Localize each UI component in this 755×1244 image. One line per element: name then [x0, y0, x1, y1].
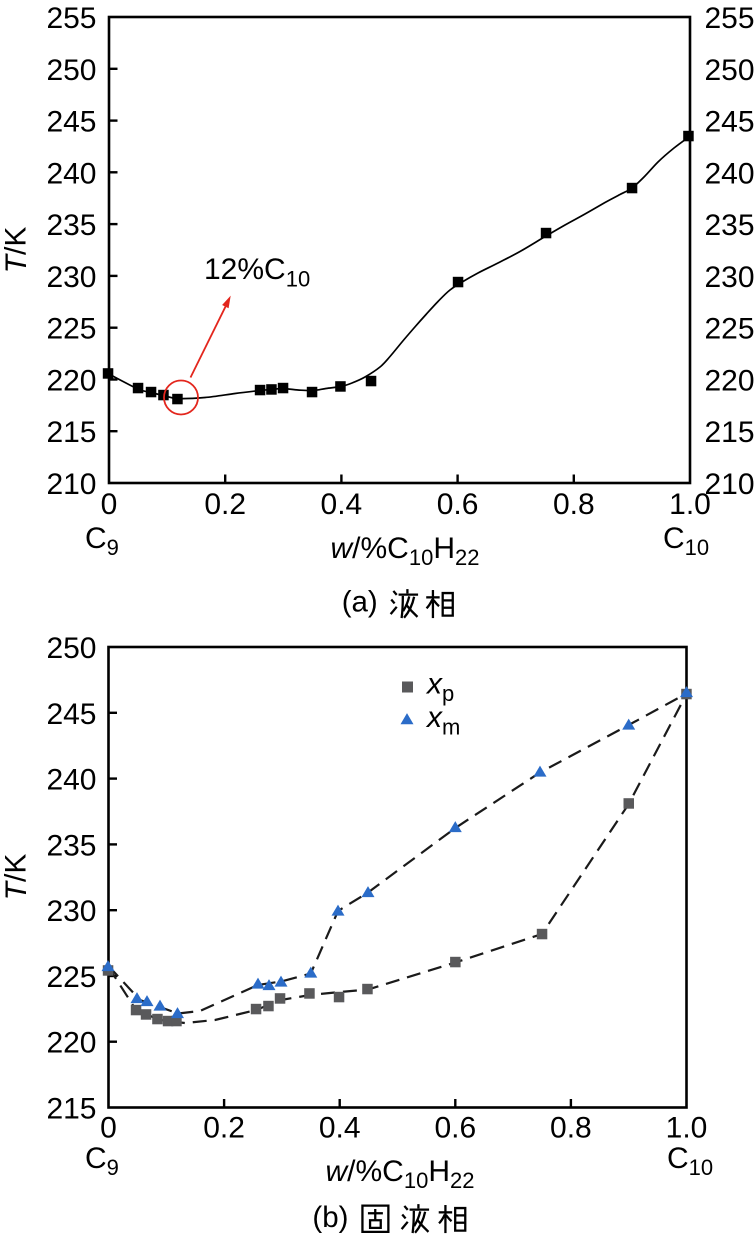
svg-text:240: 240 — [705, 157, 755, 190]
svg-text:w/%C10H22: w/%C10H22 — [326, 1155, 475, 1193]
svg-text:215: 215 — [46, 1093, 96, 1126]
svg-text:245: 245 — [46, 698, 96, 731]
svg-text:215: 215 — [705, 416, 755, 449]
svg-text:210: 210 — [46, 468, 96, 501]
svg-text:215: 215 — [46, 416, 96, 449]
svg-text:250: 250 — [46, 632, 96, 665]
svg-text:T/K: T/K — [0, 854, 33, 901]
svg-text:C10: C10 — [667, 1142, 713, 1180]
svg-text:220: 220 — [46, 1027, 96, 1060]
svg-text:12%C10: 12%C10 — [204, 253, 310, 292]
svg-text:220: 220 — [46, 365, 96, 398]
svg-text:0.8: 0.8 — [550, 1112, 592, 1145]
svg-text:0: 0 — [101, 488, 118, 521]
svg-text:(b): (b) — [312, 1201, 348, 1234]
svg-text:0: 0 — [100, 1112, 117, 1145]
svg-text:235: 235 — [46, 829, 96, 862]
svg-text:0.4: 0.4 — [321, 488, 363, 521]
svg-text:225: 225 — [705, 313, 755, 346]
svg-text:235: 235 — [705, 209, 755, 242]
svg-text:250: 250 — [46, 54, 96, 87]
svg-text:0.8: 0.8 — [553, 488, 595, 521]
svg-text:0.2: 0.2 — [204, 488, 246, 521]
svg-text:0.4: 0.4 — [319, 1112, 361, 1145]
svg-text:240: 240 — [46, 764, 96, 797]
svg-text:(a): (a) — [342, 586, 378, 619]
svg-text:0.2: 0.2 — [203, 1112, 245, 1145]
svg-text:225: 225 — [46, 961, 96, 994]
svg-text:245: 245 — [46, 106, 96, 139]
svg-text:225: 225 — [46, 313, 96, 346]
svg-text:240: 240 — [46, 157, 96, 190]
svg-text:230: 230 — [46, 261, 96, 294]
svg-text:T/K: T/K — [0, 227, 33, 274]
svg-text:255: 255 — [46, 2, 96, 35]
svg-text:xm: xm — [425, 701, 460, 740]
svg-text:0.6: 0.6 — [437, 488, 479, 521]
svg-text:C9: C9 — [85, 522, 119, 560]
svg-text:C9: C9 — [85, 1142, 119, 1180]
svg-text:235: 235 — [46, 209, 96, 242]
svg-text:230: 230 — [46, 895, 96, 928]
svg-text:1.0: 1.0 — [666, 1112, 708, 1145]
svg-text:250: 250 — [705, 54, 755, 87]
svg-text:0.6: 0.6 — [434, 1112, 476, 1145]
svg-text:210: 210 — [705, 468, 755, 501]
svg-text:255: 255 — [705, 2, 755, 35]
svg-text:220: 220 — [705, 365, 755, 398]
svg-text:w/%C10H22: w/%C10H22 — [331, 532, 480, 570]
svg-text:245: 245 — [705, 106, 755, 139]
svg-text:C10: C10 — [663, 522, 709, 560]
svg-text:1.0: 1.0 — [669, 488, 711, 521]
svg-text:230: 230 — [705, 261, 755, 294]
